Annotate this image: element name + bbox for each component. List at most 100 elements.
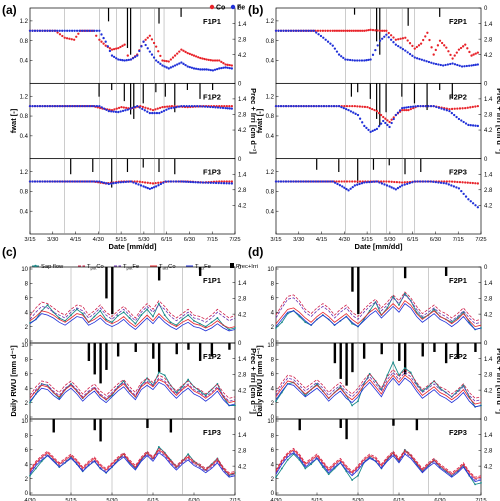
sap-flow-marker	[169, 321, 172, 324]
y-tick-label: 0.8	[20, 114, 29, 120]
scatter-point-co	[108, 47, 112, 50]
y2-tick-label: 4.2	[238, 128, 247, 134]
scatter-point-co	[406, 180, 409, 184]
scatter-point-fe	[152, 186, 156, 189]
scatter-point-fe	[146, 47, 149, 50]
y-tick-label: 10	[267, 267, 274, 273]
precip-bar	[316, 158, 318, 170]
scatter-point-fe	[282, 29, 285, 32]
scatter-point-co	[456, 107, 459, 110]
scatter-point-fe	[322, 104, 326, 108]
scatter-point-fe	[456, 63, 459, 67]
scatter-point-fe	[129, 180, 133, 183]
scatter-point-fe	[385, 184, 389, 187]
sap-flow-marker	[286, 458, 289, 461]
scatter-point-fe	[70, 180, 74, 183]
scatter-point-co	[314, 29, 317, 32]
scatter-point-co	[110, 48, 114, 51]
scatter-point-fe	[68, 104, 71, 108]
y2-axis-label: Prec + Irri [cm d⁻¹]	[249, 348, 258, 414]
scatter-point-fe	[224, 66, 227, 69]
scatter-point-co	[459, 46, 463, 50]
scatter-point-co	[417, 44, 421, 47]
subplot-f1p3: 0.4 0.8 1.2 0 1.4 2.8 4.2 F1P3	[20, 157, 247, 235]
scatter-point-co	[398, 181, 401, 184]
scatter-point-fe	[389, 38, 393, 41]
scatter-point-co	[117, 106, 121, 110]
scatter-point-co	[401, 37, 405, 40]
precip-bar	[401, 83, 403, 97]
scatter-point-fe	[444, 63, 447, 67]
scatter-point-fe	[295, 29, 298, 32]
scatter-point-fe	[61, 180, 64, 183]
sap-flow-marker	[99, 309, 102, 312]
y-tick-label: 0	[271, 339, 275, 345]
scatter-point-fe	[465, 64, 468, 68]
legend-label-sap: Sap flow	[41, 264, 64, 270]
scatter-point-fe	[399, 46, 402, 49]
y2-tick-label: 2.8	[484, 373, 493, 379]
sap-flow-marker	[116, 314, 119, 317]
scatter-point-fe	[460, 65, 464, 68]
scatter-point-co	[426, 31, 429, 34]
subplot-frame	[275, 158, 482, 235]
y2-tick-label: 2.8	[484, 113, 493, 119]
scatter-point-co	[70, 38, 73, 41]
scatter-point-fe	[75, 104, 79, 108]
scatter-point-fe	[152, 56, 156, 59]
sap-flow-marker	[362, 382, 365, 385]
scatter-point-co	[385, 29, 388, 32]
scatter-point-fe	[142, 185, 145, 188]
precip-bar	[52, 419, 55, 433]
scatter-point-co	[169, 58, 173, 61]
subplot-f2p2: 0.4 0.8 1.2 0 1.4 2.8 4.2 F2P2	[266, 82, 493, 160]
x-tick-label: 7/25	[475, 237, 486, 243]
scatter-point-fe	[310, 29, 313, 32]
y2-tick-label: 1.4	[484, 433, 493, 439]
scatter-point-co	[397, 38, 400, 41]
scatter-point-fe	[470, 64, 473, 67]
scatter-point-fe	[41, 180, 44, 183]
scatter-point-co	[440, 41, 444, 45]
scatter-point-fe	[311, 180, 315, 183]
sap-flow-marker	[29, 474, 31, 477]
scatter-point-fe	[85, 104, 89, 108]
legend-top: Co Fe	[209, 5, 245, 12]
y2-tick-label: 4.2	[484, 388, 493, 394]
sap-flow-marker	[198, 390, 201, 392]
scatter-point-fe	[93, 104, 96, 108]
scatter-point-co	[157, 50, 160, 53]
scatter-point-fe	[289, 29, 293, 32]
scatter-point-co	[151, 108, 155, 112]
y2-tick-label: 2.8	[238, 297, 247, 303]
sap-flow-marker	[175, 324, 178, 327]
scatter-point-co	[321, 29, 325, 32]
scatter-point-co	[384, 117, 387, 120]
scatter-point-fe	[468, 64, 471, 67]
scatter-point-co	[163, 59, 166, 63]
scatter-point-fe	[174, 180, 178, 183]
scatter-point-fe	[338, 184, 342, 187]
scatter-point-fe	[289, 104, 293, 108]
scatter-point-co	[354, 29, 358, 32]
scatter-point-fe	[220, 181, 223, 185]
legend-label-tpot-co: TpotCo	[87, 264, 104, 271]
scatter-point-fe	[115, 57, 118, 60]
precip-bar	[339, 343, 342, 379]
scatter-point-fe	[170, 106, 173, 110]
y-tick-label: 0	[25, 415, 29, 421]
scatter-point-fe	[140, 45, 143, 48]
scatter-point-fe	[102, 107, 106, 110]
y2-tick-label: 2.8	[238, 113, 247, 119]
scatter-point-fe	[474, 204, 477, 207]
precip-bar	[404, 158, 406, 175]
scatter-point-fe	[119, 58, 122, 62]
y-tick-label: 10	[21, 343, 28, 349]
scatter-point-co	[369, 28, 372, 31]
scatter-point-fe	[95, 29, 99, 32]
scatter-point-fe	[102, 181, 106, 184]
scatter-point-co	[448, 180, 451, 183]
scatter-point-fe	[51, 29, 54, 32]
